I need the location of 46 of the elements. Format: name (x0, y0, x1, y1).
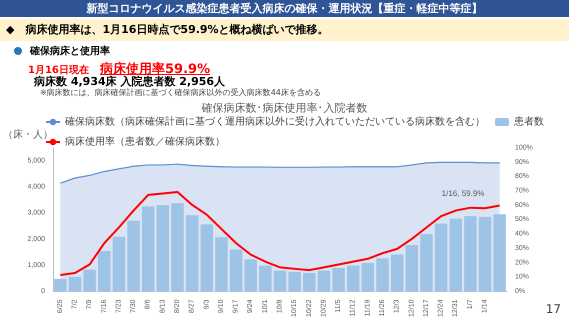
text: 17 (546, 302, 561, 316)
bar (274, 270, 286, 292)
bar (83, 270, 96, 292)
legend-label: 病床使用率（患者数／確保病床数） (65, 136, 225, 148)
bar (171, 203, 184, 292)
bar (478, 216, 492, 292)
bar (200, 224, 213, 292)
bar (434, 224, 448, 292)
bar (244, 259, 257, 292)
bar (54, 278, 67, 292)
bar (493, 214, 506, 292)
bar (186, 215, 198, 292)
bar (303, 272, 316, 292)
bar (230, 249, 242, 292)
bar (127, 220, 140, 292)
bar (156, 205, 170, 292)
bar (288, 272, 301, 292)
bar (112, 236, 126, 292)
line-series (59, 191, 501, 276)
text: ※病床数には、病床確保計画に基づく確保病床以外の受入病床数44床を含める (40, 87, 321, 98)
annotation: 1/16, 59.9% (442, 189, 484, 198)
text: 病床使用率59.9% (100, 62, 210, 77)
bar (362, 263, 374, 292)
bar (406, 245, 418, 292)
bar (464, 216, 477, 292)
bar (98, 251, 110, 292)
bar (318, 270, 330, 292)
text: 確保病床と使用率 (30, 44, 110, 58)
bar (347, 266, 360, 292)
chart-subtitle: ◆ 病床使用率は、1月16日時点で59.9%と概ね横ばいで推移。 (0, 19, 569, 41)
bar (376, 258, 389, 292)
bar (390, 254, 404, 292)
y-axis-title: （床・人） (3, 128, 53, 140)
text: 確保病床数･病床使用率･入院者数 (200, 102, 368, 114)
text: 1月16日現在 (28, 65, 89, 76)
bar (68, 276, 82, 292)
legend-label: 患者数 (513, 116, 544, 128)
bar (332, 268, 345, 292)
bar (420, 234, 433, 292)
bar (450, 218, 462, 292)
text: 病床数 4,934床 入院患者数 2,956人 (34, 75, 226, 88)
bar (142, 206, 154, 292)
bar (215, 237, 228, 292)
legend-label: 確保病床数（病床確保計画に基づく運用病床以外に受け入れていただいている病床数を含む） (64, 116, 485, 128)
bar (259, 266, 272, 292)
chart-title: 新型コロナウイルス感染症患者受入病床の確保・運用状況【重症・軽症中等症】 (0, 0, 569, 17)
